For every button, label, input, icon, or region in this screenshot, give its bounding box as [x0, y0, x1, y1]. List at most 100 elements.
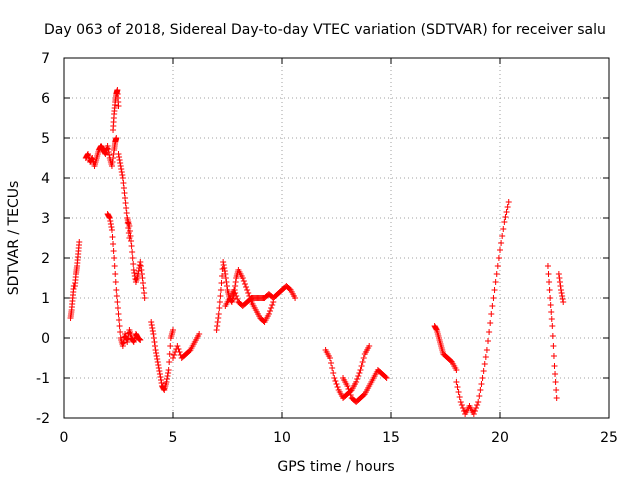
data-point: [157, 374, 164, 380]
data-point: [214, 319, 221, 325]
x-tick-label: 25: [600, 430, 618, 446]
data-point: [243, 284, 250, 290]
data-point: [332, 378, 339, 384]
data-point: [221, 265, 228, 271]
data-point: [118, 169, 125, 175]
data-point: [547, 302, 554, 308]
data-point: [552, 379, 559, 385]
data-point: [474, 402, 481, 408]
data-point: [126, 223, 133, 229]
x-axis-label: GPS time / hours: [277, 459, 394, 475]
data-point: [557, 283, 564, 289]
data-point: [107, 221, 114, 227]
data-point: [137, 263, 144, 269]
y-tick-label: 7: [41, 51, 50, 67]
data-point: [353, 379, 360, 385]
data-point: [560, 299, 567, 305]
data-point: [240, 278, 247, 284]
data-point: [476, 393, 483, 399]
data-point: [544, 263, 551, 269]
data-point: [158, 377, 165, 383]
data-point: [552, 371, 559, 377]
data-point: [547, 295, 554, 301]
data-point: [163, 379, 170, 385]
data-point: [455, 389, 462, 395]
data-point: [170, 327, 176, 333]
data-point: [106, 214, 113, 220]
data-point: [548, 309, 555, 315]
data-point: [267, 308, 274, 314]
data-point: [140, 285, 147, 291]
data-point: [167, 343, 174, 349]
data-point: [326, 355, 333, 361]
data-point: [149, 325, 156, 331]
data-point: [214, 323, 221, 329]
data-point: [220, 259, 227, 265]
data-point: [223, 279, 230, 285]
data-point: [549, 333, 556, 339]
data-point: [149, 328, 156, 334]
data-point: [485, 338, 492, 344]
data-point: [218, 280, 225, 286]
data-point: [135, 268, 142, 274]
data-point: [122, 200, 129, 206]
data-point: [551, 363, 558, 369]
data-point: [117, 329, 124, 335]
data-point: [490, 295, 497, 301]
data-point: [156, 368, 163, 374]
data-point: [223, 283, 230, 289]
data-point: [333, 381, 340, 387]
data-point: [217, 287, 224, 293]
data-point: [109, 159, 116, 165]
data-point: [546, 287, 553, 293]
data-point: [491, 287, 498, 293]
data-point: [105, 149, 112, 155]
data-point: [152, 343, 159, 349]
data-point: [504, 204, 511, 210]
data-point: [555, 271, 562, 277]
data-point: [477, 387, 484, 393]
data-point: [164, 376, 171, 382]
data-point: [155, 365, 162, 371]
data-point: [233, 293, 240, 299]
data-point: [175, 346, 182, 352]
data-point: [453, 367, 460, 373]
data-point: [139, 275, 146, 281]
data-point: [219, 273, 226, 279]
x-tick-label: 0: [60, 430, 69, 446]
data-point: [215, 311, 222, 317]
data-point: [475, 399, 482, 405]
data-point: [115, 311, 122, 317]
data-point: [166, 359, 173, 365]
data-point: [330, 370, 337, 376]
y-tick-label: 3: [41, 211, 50, 227]
x-tick-label: 20: [491, 430, 509, 446]
data-point: [222, 271, 229, 277]
data-point: [344, 383, 351, 389]
x-tick-label: 10: [273, 430, 291, 446]
data-point: [115, 103, 122, 109]
data-point: [137, 259, 144, 265]
data-point: [458, 402, 465, 408]
data-point: [213, 327, 220, 333]
data-point: [499, 233, 506, 239]
data-point: [114, 299, 121, 305]
data-point: [113, 135, 120, 141]
data-point: [119, 172, 126, 178]
data-point: [150, 335, 157, 341]
data-point: [265, 311, 272, 317]
data-point: [239, 275, 246, 281]
data-point: [497, 247, 503, 253]
y-axis-label: SDTVAR / TECUs: [6, 181, 22, 296]
data-point: [232, 290, 239, 296]
data-point: [489, 303, 496, 309]
data-point: [118, 166, 125, 172]
data-point: [130, 261, 137, 267]
data-point: [355, 373, 362, 379]
data-point: [110, 248, 117, 254]
data-point: [549, 323, 556, 329]
data-point: [150, 331, 157, 337]
data-point: [116, 157, 123, 163]
data-point: [110, 155, 117, 161]
